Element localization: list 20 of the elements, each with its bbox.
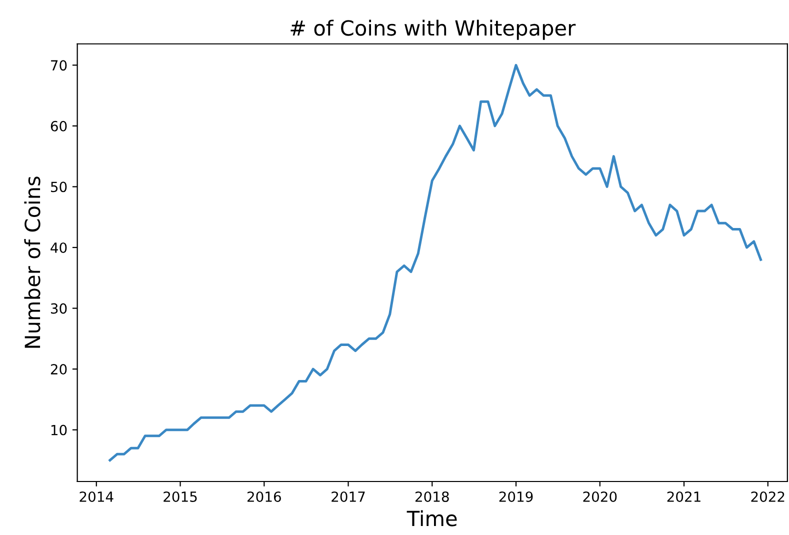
x-tick-label: 2014 [80, 491, 114, 502]
y-tick-label: 20 [50, 364, 67, 375]
y-tick-label: 60 [50, 120, 67, 132]
y-axis-title: Number of Coins [24, 176, 40, 348]
x-tick-label: 2018 [415, 491, 449, 502]
x-tick-label: 2019 [499, 491, 533, 502]
y-tick-label: 30 [50, 303, 67, 314]
line-series [108, 64, 762, 462]
x-tick-label: 2020 [583, 491, 617, 502]
x-tick-label: 2017 [332, 491, 365, 502]
x-tick-label: 2016 [248, 491, 281, 502]
x-axis-title: Time [406, 510, 457, 526]
x-tick-label: 2022 [751, 491, 784, 502]
chart-title: # of Coins with Whitepaper [290, 20, 576, 40]
y-tick-label: 40 [50, 242, 67, 253]
y-tick-label: 10 [51, 424, 67, 436]
x-tick-label: 2021 [667, 491, 700, 502]
x-tick-label: 2015 [164, 491, 197, 502]
y-tick-label: 50 [51, 182, 67, 192]
y-tick-label: 70 [51, 60, 67, 71]
